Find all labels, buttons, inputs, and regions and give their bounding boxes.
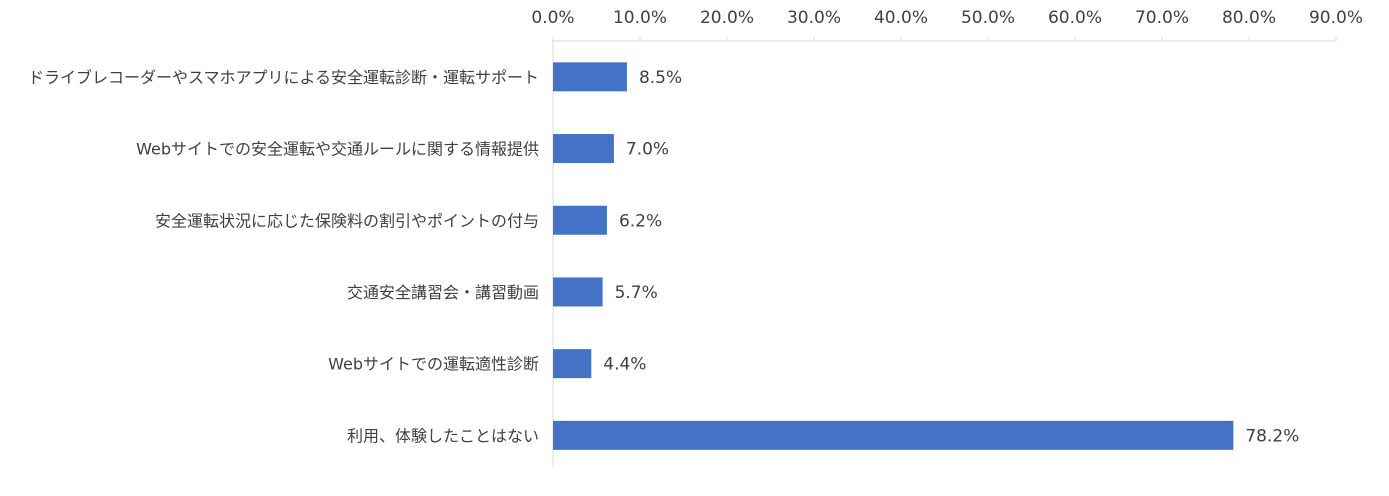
x-tick-label: 0.0% (531, 8, 574, 28)
x-tick-label: 30.0% (787, 8, 841, 28)
category-label: ドライブレコーダーやスマホアプリによる安全運転診断・運転サポート (28, 68, 539, 87)
category-label: 交通安全講習会・講習動画 (347, 283, 539, 302)
x-tick-label: 70.0% (1135, 8, 1189, 28)
bar (553, 134, 614, 164)
category-label: Webサイトでの安全運転や交通ルールに関する情報提供 (136, 140, 539, 159)
category-label: Webサイトでの運転適性診断 (328, 355, 539, 374)
x-tick-label: 10.0% (613, 8, 667, 28)
bar (553, 349, 592, 379)
bar-layer (553, 62, 1234, 450)
x-tick-label: 20.0% (700, 8, 754, 28)
data-label: 8.5% (639, 68, 682, 88)
label-layer: ドライブレコーダーやスマホアプリによる安全運転診断・運転サポート 8.5% Webサ… (28, 68, 1299, 447)
data-label: 6.2% (619, 211, 662, 231)
category-label: 安全運転状況に応じた保険料の割引やポイントの付与 (155, 211, 539, 230)
data-label: 4.4% (603, 355, 646, 375)
data-label: 78.2% (1245, 426, 1299, 446)
x-tick-label: 80.0% (1222, 8, 1276, 28)
x-tick-label: 50.0% (961, 8, 1015, 28)
bar (553, 205, 607, 235)
bar (553, 420, 1234, 450)
axis-layer: 0.0% 10.0% 20.0% 30.0% 40.0% 50.0% 60.0% 70.0% 8… (531, 8, 1363, 467)
x-tick-label: 90.0% (1309, 8, 1363, 28)
data-label: 7.0% (626, 140, 669, 160)
bar (553, 277, 603, 307)
bar (553, 62, 627, 92)
data-label: 5.7% (615, 283, 658, 303)
x-tick-label: 40.0% (874, 8, 928, 28)
x-tick-label: 60.0% (1048, 8, 1102, 28)
category-label: 利用、体験したことはない (347, 426, 539, 445)
